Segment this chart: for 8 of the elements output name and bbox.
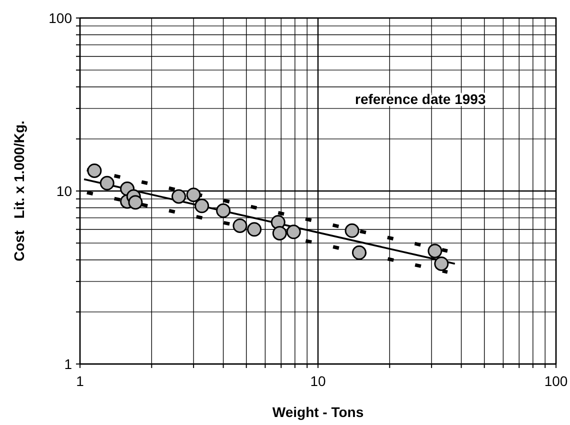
x-tick-label: 10 (310, 373, 326, 389)
x-tick-label: 100 (544, 373, 568, 389)
x-tick-label: 1 (76, 373, 84, 389)
y-tick-label: 100 (48, 10, 72, 26)
y-axis-title: Cost Lit. x 1.000/Kg. (11, 120, 27, 262)
y-tick-label: 10 (56, 183, 72, 199)
x-axis-title: Weight - Tons (272, 404, 364, 420)
y-tick-label: 1 (64, 356, 72, 372)
